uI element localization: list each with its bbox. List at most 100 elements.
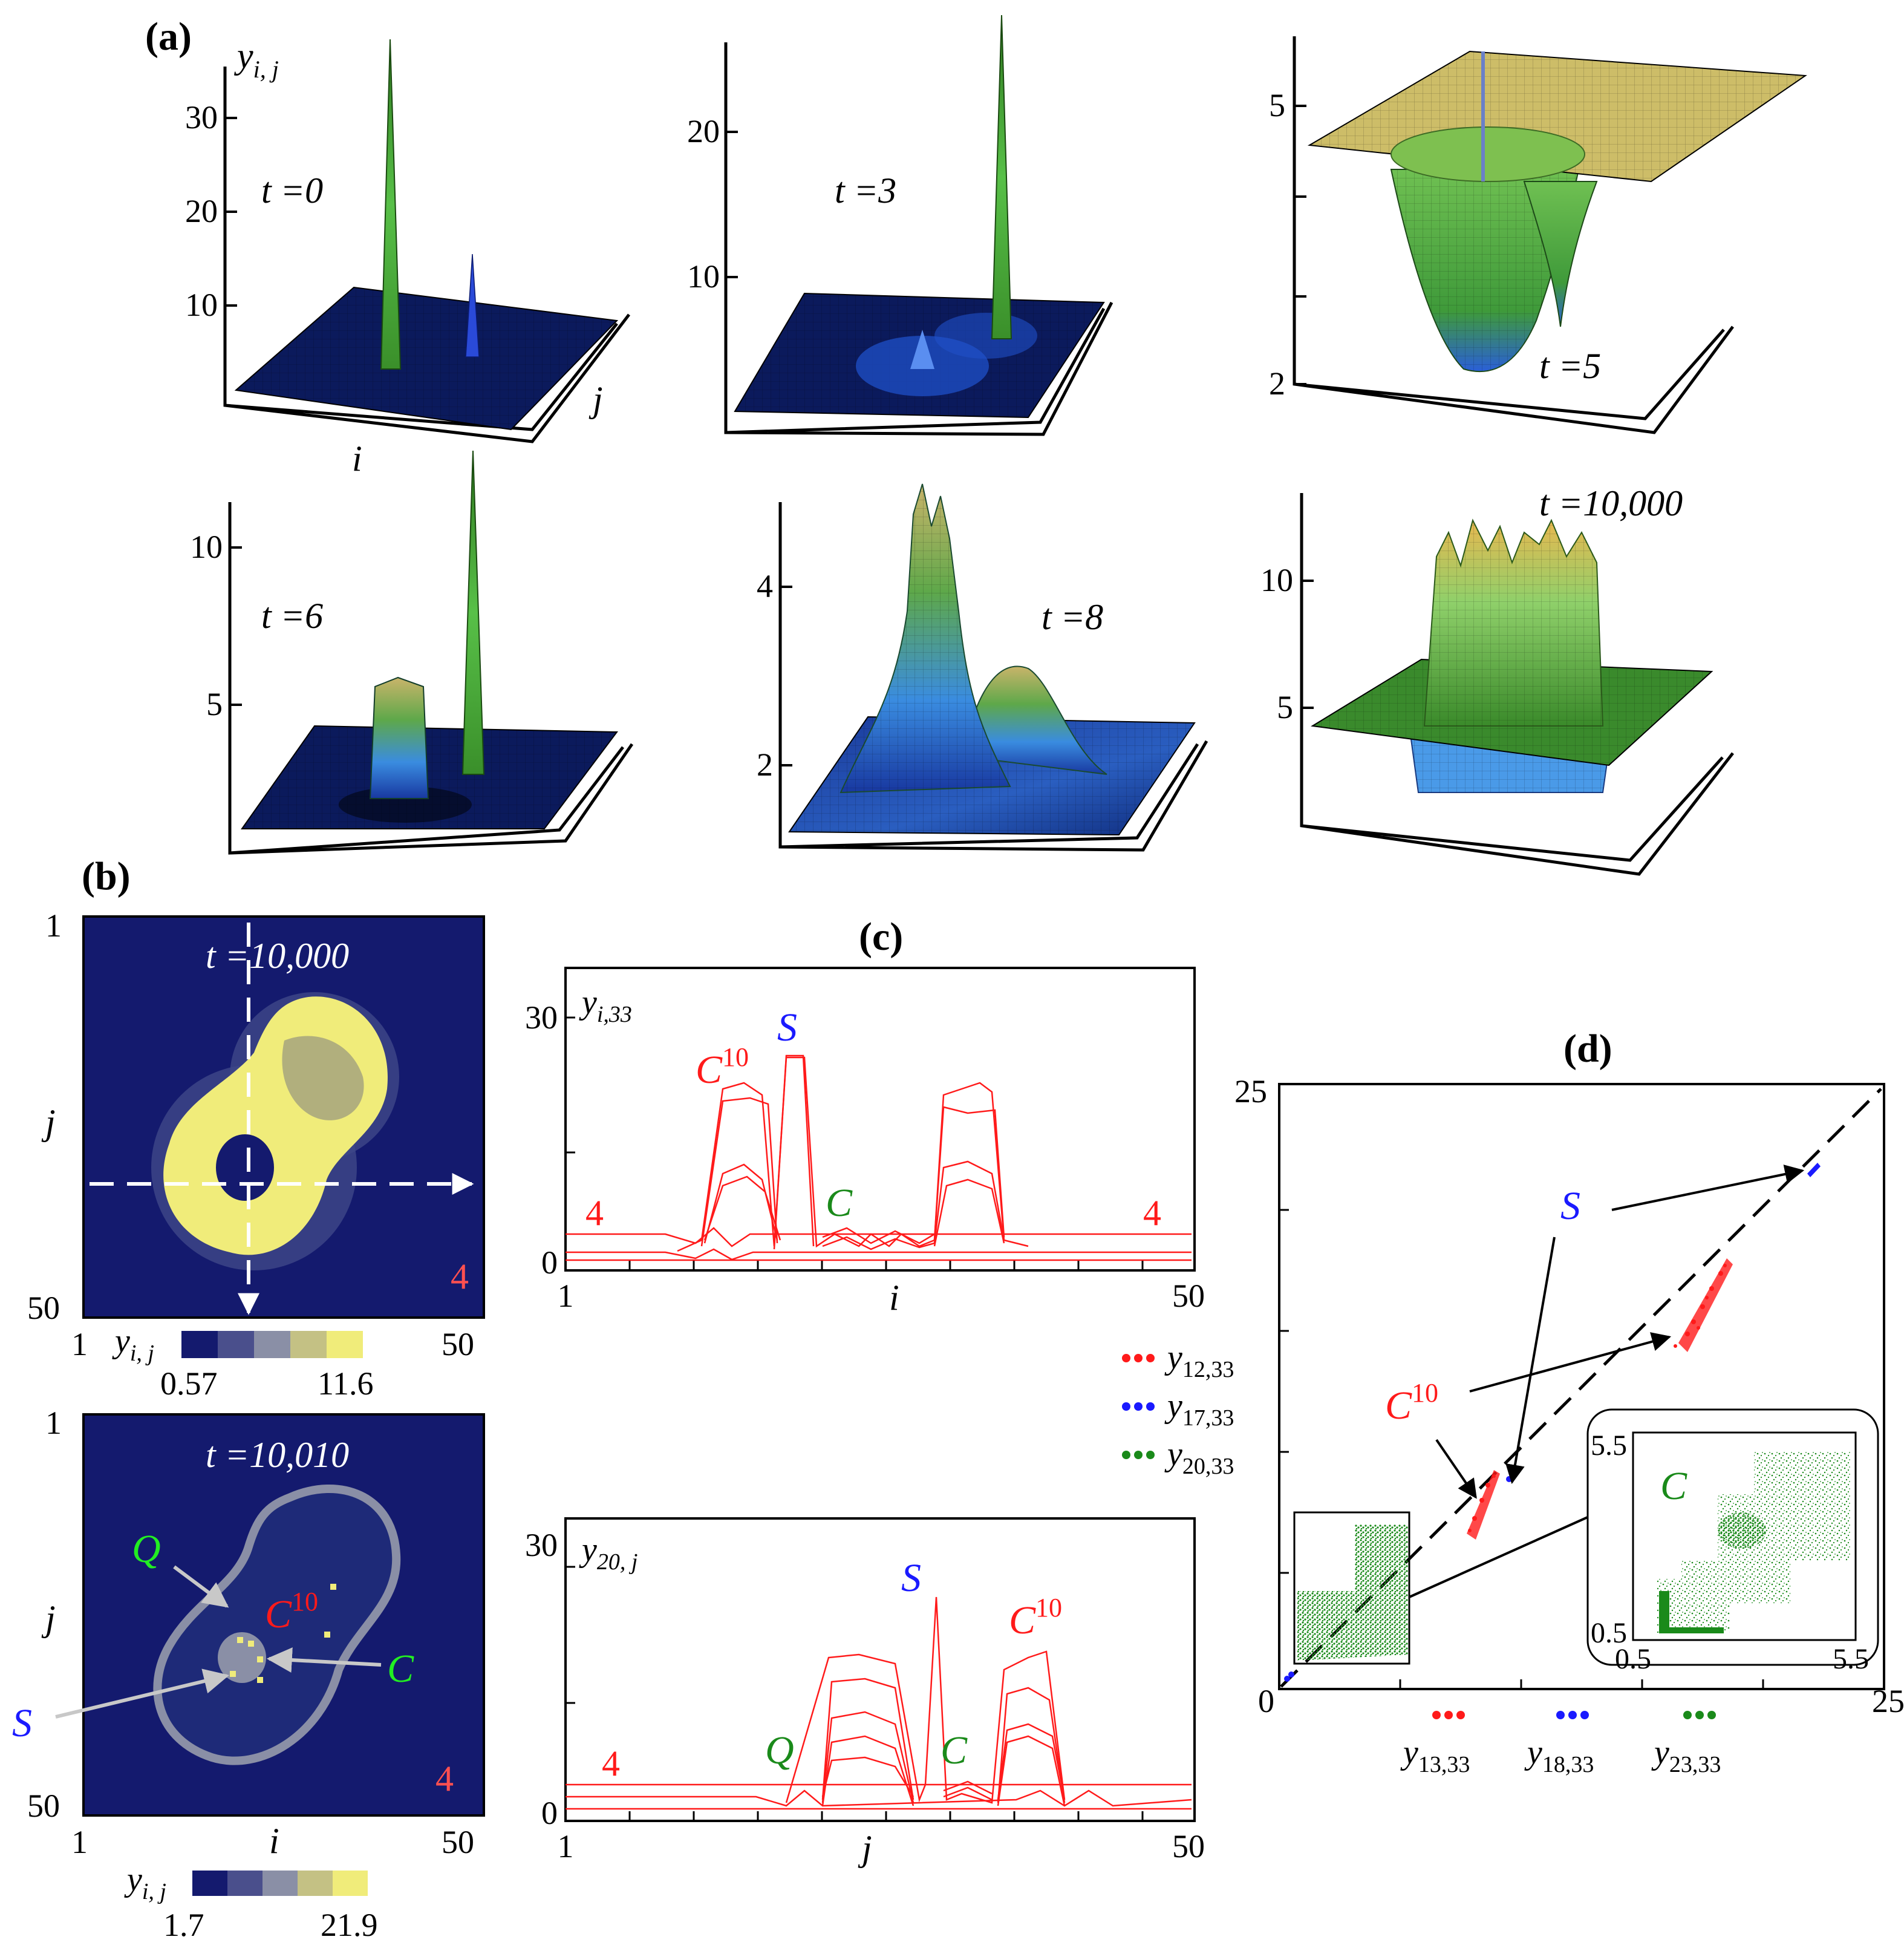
bump-small [910,330,934,369]
y-label: y20, j [579,1531,637,1575]
box-frame [1293,36,1735,434]
colorbar-swatch-5 [333,1871,368,1896]
spike [461,450,485,775]
time-label: t =0 [261,171,323,211]
plot-frame [564,1517,1196,1822]
tick-10: 10 [687,258,720,295]
legend-y18-text: y18,33 [1524,1734,1594,1777]
x-ticks [1399,1679,1764,1689]
inset-x-low: 0.5 [1615,1643,1651,1675]
arrow-Q [173,1565,229,1608]
label-C10: C10 [265,1587,318,1636]
label-C10: C10 [696,1042,749,1092]
heatmap-t10000: t =10,000 4 j 1 50 1 50 yi, j 0.57 11.6 [27,907,485,1402]
label-S: S [777,1005,797,1050]
legend-item-y23: y23,33 [1651,1711,1721,1777]
colorbar-swatch-1 [192,1871,227,1896]
box-frame [724,42,1113,436]
tick-col-50: 50 [442,1326,474,1362]
hole-opening [1391,126,1585,182]
arrow-S-upper [1611,1165,1805,1211]
time-label: t =6 [261,596,323,636]
tick-col-1: 1 [71,1824,88,1860]
legend-y17-text: y17,33 [1164,1387,1234,1431]
inset-label-C: C [1660,1464,1687,1508]
tick-5: 5 [1269,87,1285,123]
colorbar-swatch-1 [181,1331,218,1358]
y-ticks [230,546,242,706]
y-ticks [780,586,792,766]
legend-y20-text: y20,33 [1164,1436,1234,1479]
plot-frame [564,967,1196,1272]
corner-value: 4 [451,1256,469,1296]
panel-a-y-label: yi, j [233,36,279,83]
panel-label-c: (c) [859,915,903,959]
tick-20: 20 [687,113,720,149]
colorbar-min: 0.57 [160,1365,218,1402]
inset-source-box [1293,1511,1410,1665]
arrow-C10-upper [1469,1332,1672,1393]
colorbar-min: 1.7 [163,1907,204,1943]
y-ticks [225,117,237,307]
base-mesh [236,287,617,430]
legend-item-y18: y18,33 [1524,1711,1594,1777]
axis-j-label: j [41,1598,56,1638]
y-ticks [1294,105,1306,385]
label-4-right: 4 [1143,1193,1161,1233]
axis-i-label: i [269,1821,279,1861]
label-C10: C10 [1009,1593,1062,1642]
profile-lines [566,1054,1192,1261]
tick-1: 1 [558,1828,574,1864]
tick-50: 50 [1172,1278,1205,1314]
hump-right [960,665,1107,775]
axis-j-label: j [41,1102,56,1142]
label-4-left: 4 [585,1193,604,1233]
inset-dense-corner [1659,1591,1724,1633]
inset-plot: C 5.5 0.5 0.5 5.5 [1586,1408,1879,1675]
corner-value: 4 [435,1759,454,1799]
colorbar-swatch-3 [262,1871,298,1896]
central-mesh [841,484,1010,792]
legend-item-y17: y17,33 [1122,1387,1234,1431]
colorbar-max: 11.6 [318,1365,374,1402]
tick-50: 50 [1172,1828,1205,1864]
y-label: yi,33 [579,984,632,1027]
colorbar-swatch-5 [327,1331,363,1358]
surface-plot-t10000: 10 5 t =10,000 [1260,483,1734,876]
legend-y: y12,33 y17,33 y20,33 [1122,1339,1234,1479]
axis-j-label: j [588,379,603,419]
tick-10: 10 [1260,562,1293,598]
label-Q: Q [132,1527,161,1571]
colorbar-label: yi, j [112,1322,154,1366]
panel-label-a: (a) [145,15,192,59]
panel-label-d: (d) [1563,1027,1612,1071]
label-S: S [901,1556,921,1600]
panel-c: (c) [525,915,1205,1868]
yellow-cells [230,1584,336,1683]
scatter-C10-lower [1467,1470,1500,1540]
y-ticks [1302,580,1314,709]
panel-d: (d) [1122,1027,1904,1777]
label-C: C [826,1181,853,1225]
y-ticks [726,131,738,278]
tick-4: 4 [757,568,773,604]
hole-secondary [1523,181,1598,327]
colorbar-max: 21.9 [321,1907,378,1943]
scatter-C10-upper [1674,1258,1733,1352]
y-ticks [566,1566,575,1704]
inset-dense-core [1718,1512,1766,1549]
panel-b: (b) t =10,000 4 j 1 50 1 50 yi, j [12,854,485,1943]
tick-25-x: 25 [1872,1683,1904,1719]
time-label: t =3 [835,171,896,211]
heatmap-t10010: t =10,010 Q C10 C S 4 j 1 50 1 i 50 yi, … [12,1405,485,1943]
tick-10: 10 [185,287,218,323]
colorbar-swatch-2 [218,1331,254,1358]
box-frame [228,502,634,855]
tick-row-50: 50 [27,1290,60,1326]
tick-2: 2 [757,747,773,783]
profile-plot-i33: yi,33 30 0 1 i 50 C10 S C 4 4 [525,967,1205,1318]
tick-30: 30 [525,999,558,1036]
box-frame [223,67,630,443]
axis-i-label: i [352,439,362,479]
